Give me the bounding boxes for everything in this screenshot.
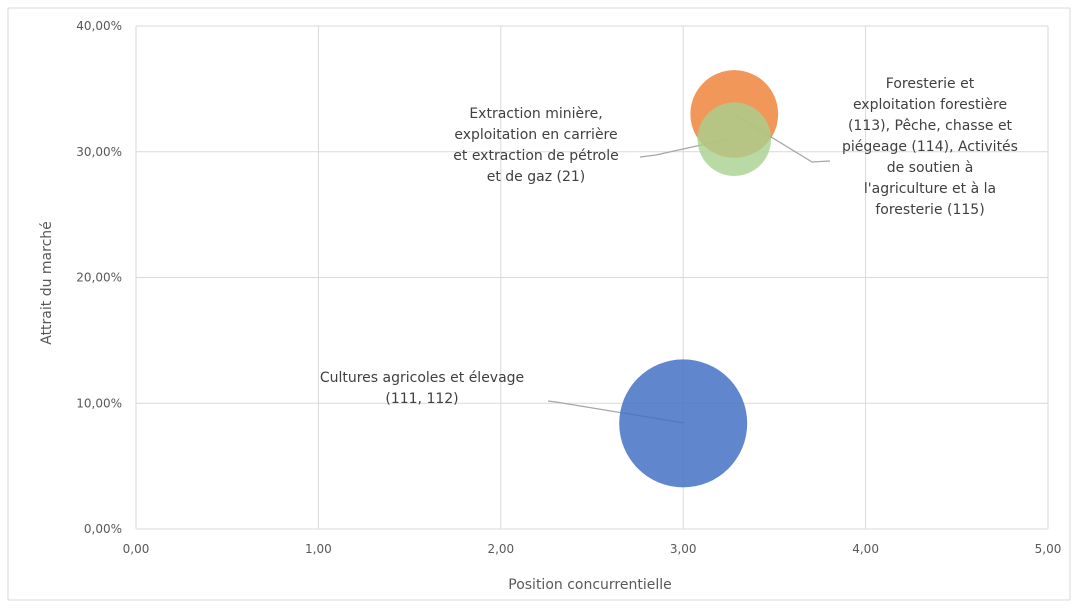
- bubble-3: [697, 102, 772, 176]
- x-tick-label: 3,00: [670, 542, 697, 556]
- bubble-data-label: Extraction minière, exploitation en carri…: [453, 106, 618, 185]
- chart-frame: [7, 7, 1071, 601]
- bubble-data-label: Cultures agricoles et élevage (111, 112): [320, 370, 524, 407]
- x-tick-label: 0,00: [123, 542, 150, 556]
- bubble-1: [619, 359, 748, 488]
- x-tick-label: 1,00: [305, 542, 332, 556]
- grid-layer: [135, 25, 1049, 530]
- bubble-layer: [619, 70, 779, 488]
- label-layer: Cultures agricoles et élevage (111, 112) E…: [320, 76, 1018, 407]
- y-tick-label: 20,00%: [76, 271, 122, 285]
- x-tick-label: 2,00: [487, 542, 514, 556]
- y-tick-label: 0,00%: [84, 522, 122, 536]
- bubble-data-label: Foresterie et exploitation forestière (113…: [842, 76, 1018, 218]
- y-tick-label: 40,00%: [76, 19, 122, 33]
- x-tick-label: 4,00: [852, 542, 879, 556]
- y-axis-title: Attrait du marché: [39, 221, 55, 345]
- y-tick-label: 10,00%: [76, 396, 122, 410]
- x-axis-title: Position concurrentielle: [508, 577, 672, 593]
- y-tick-label: 30,00%: [76, 145, 122, 159]
- x-tick-label: 5,00: [1035, 542, 1062, 556]
- tick-layer: 0,00 1,00 2,00 3,00 4,00 5,00 0,00% 10,00% 20,00…: [76, 19, 1061, 556]
